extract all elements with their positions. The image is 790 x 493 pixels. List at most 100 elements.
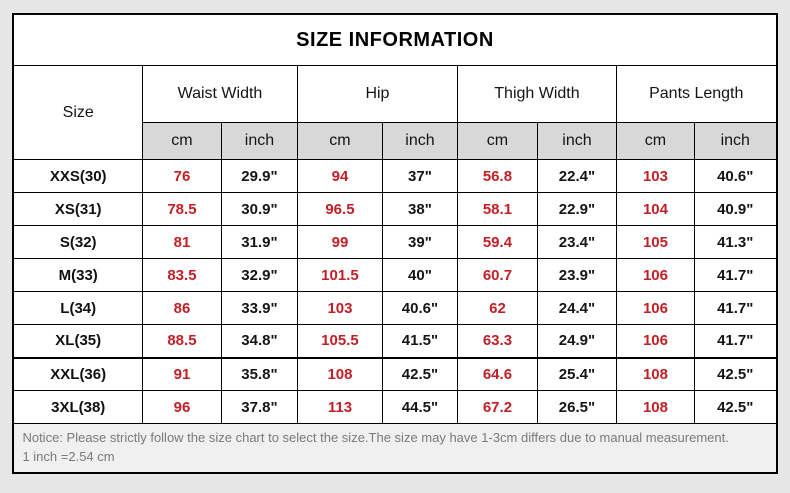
cell-thigh-cm: 67.2 bbox=[456, 390, 538, 424]
cell-pants-inch: 41.7" bbox=[693, 291, 778, 325]
cell-hip-cm: 108 bbox=[296, 357, 383, 391]
table-row: XXL(36) 91 35.8" 108 42.5" 64.6 25.4" 10… bbox=[12, 357, 778, 391]
cell-hip-cm: 96.5 bbox=[296, 192, 383, 226]
cell-pants-cm: 108 bbox=[615, 357, 695, 391]
cell-hip-cm: 99 bbox=[296, 225, 383, 259]
cell-thigh-inch: 25.4" bbox=[536, 357, 617, 391]
size-label: XL(35) bbox=[12, 324, 143, 359]
cell-waist-cm: 81 bbox=[141, 225, 222, 259]
size-chart-table: SIZE INFORMATION Size Waist Width Hip Th… bbox=[12, 13, 778, 474]
size-label: XXS(30) bbox=[12, 159, 143, 193]
cell-pants-cm: 106 bbox=[615, 258, 695, 292]
column-group-thigh-width: Thigh Width bbox=[456, 65, 617, 123]
cell-hip-cm: 113 bbox=[296, 390, 383, 424]
notice-cell: Notice: Please strictly follow the size … bbox=[12, 423, 778, 474]
unit-header-inch: inch bbox=[693, 122, 778, 160]
table-row: S(32) 81 31.9" 99 39" 59.4 23.4" 105 41.… bbox=[12, 225, 778, 259]
column-header-size: Size bbox=[12, 65, 143, 160]
size-label: XS(31) bbox=[12, 192, 143, 226]
cell-pants-cm: 106 bbox=[615, 324, 695, 359]
cell-thigh-inch: 22.9" bbox=[536, 192, 617, 226]
cell-thigh-cm: 62 bbox=[456, 291, 538, 325]
cell-hip-inch: 40" bbox=[381, 258, 458, 292]
cell-hip-inch: 37" bbox=[381, 159, 458, 193]
size-label: M(33) bbox=[12, 258, 143, 292]
cell-thigh-inch: 24.4" bbox=[536, 291, 617, 325]
cell-hip-inch: 40.6" bbox=[381, 291, 458, 325]
cell-thigh-cm: 59.4 bbox=[456, 225, 538, 259]
cell-thigh-cm: 63.3 bbox=[456, 324, 538, 359]
unit-header-cm: cm bbox=[296, 122, 383, 160]
unit-header-inch: inch bbox=[536, 122, 617, 160]
cell-hip-inch: 38" bbox=[381, 192, 458, 226]
table-row: M(33) 83.5 32.9" 101.5 40" 60.7 23.9" 10… bbox=[12, 258, 778, 292]
cell-thigh-cm: 60.7 bbox=[456, 258, 538, 292]
cell-pants-cm: 108 bbox=[615, 390, 695, 424]
cell-thigh-cm: 58.1 bbox=[456, 192, 538, 226]
cell-waist-cm: 96 bbox=[141, 390, 222, 424]
column-group-pants-length: Pants Length bbox=[615, 65, 778, 123]
cell-thigh-inch: 23.9" bbox=[536, 258, 617, 292]
cell-thigh-cm: 64.6 bbox=[456, 357, 538, 391]
cell-pants-inch: 41.7" bbox=[693, 324, 778, 359]
notice-row: Notice: Please strictly follow the size … bbox=[12, 423, 778, 474]
cell-waist-cm: 76 bbox=[141, 159, 222, 193]
cell-hip-cm: 94 bbox=[296, 159, 383, 193]
unit-header-cm: cm bbox=[141, 122, 222, 160]
cell-pants-inch: 41.3" bbox=[693, 225, 778, 259]
unit-header-inch: inch bbox=[220, 122, 298, 160]
cell-waist-inch: 33.9" bbox=[220, 291, 298, 325]
cell-pants-cm: 105 bbox=[615, 225, 695, 259]
table-row: XS(31) 78.5 30.9" 96.5 38" 58.1 22.9" 10… bbox=[12, 192, 778, 226]
conversion-note: 1 inch =2.54 cm bbox=[22, 449, 115, 464]
cell-pants-cm: 104 bbox=[615, 192, 695, 226]
cell-waist-cm: 78.5 bbox=[141, 192, 222, 226]
cell-hip-inch: 42.5" bbox=[381, 357, 458, 391]
cell-waist-cm: 88.5 bbox=[141, 324, 222, 359]
size-label: L(34) bbox=[12, 291, 143, 325]
cell-waist-inch: 35.8" bbox=[220, 357, 298, 391]
title-row: SIZE INFORMATION bbox=[12, 13, 778, 66]
unit-header-cm: cm bbox=[456, 122, 538, 160]
cell-thigh-inch: 26.5" bbox=[536, 390, 617, 424]
cell-waist-cm: 83.5 bbox=[141, 258, 222, 292]
cell-pants-cm: 103 bbox=[615, 159, 695, 193]
cell-pants-inch: 41.7" bbox=[693, 258, 778, 292]
cell-hip-cm: 101.5 bbox=[296, 258, 383, 292]
cell-hip-cm: 103 bbox=[296, 291, 383, 325]
cell-pants-inch: 42.5" bbox=[693, 390, 778, 424]
page-title: SIZE INFORMATION bbox=[12, 13, 778, 66]
cell-thigh-inch: 24.9" bbox=[536, 324, 617, 359]
column-group-waist-width: Waist Width bbox=[141, 65, 298, 123]
table-row: L(34) 86 33.9" 103 40.6" 62 24.4" 106 41… bbox=[12, 291, 778, 325]
cell-waist-inch: 31.9" bbox=[220, 225, 298, 259]
cell-pants-cm: 106 bbox=[615, 291, 695, 325]
table-row: 3XL(38) 96 37.8" 113 44.5" 67.2 26.5" 10… bbox=[12, 390, 778, 424]
notice-text: Notice: Please strictly follow the size … bbox=[22, 430, 729, 446]
cell-waist-inch: 32.9" bbox=[220, 258, 298, 292]
cell-thigh-inch: 22.4" bbox=[536, 159, 617, 193]
table-row: XXS(30) 76 29.9" 94 37" 56.8 22.4" 103 4… bbox=[12, 159, 778, 193]
cell-pants-inch: 42.5" bbox=[693, 357, 778, 391]
unit-header-cm: cm bbox=[615, 122, 695, 160]
cell-thigh-cm: 56.8 bbox=[456, 159, 538, 193]
cell-waist-cm: 86 bbox=[141, 291, 222, 325]
cell-hip-cm: 105.5 bbox=[296, 324, 383, 359]
unit-header-row: cm inch cm inch cm inch cm inch bbox=[13, 122, 778, 160]
cell-waist-inch: 30.9" bbox=[220, 192, 298, 226]
cell-waist-cm: 91 bbox=[141, 357, 222, 391]
cell-waist-inch: 34.8" bbox=[220, 324, 298, 359]
cell-hip-inch: 41.5" bbox=[381, 324, 458, 359]
unit-header-inch: inch bbox=[381, 122, 458, 160]
cell-waist-inch: 29.9" bbox=[220, 159, 298, 193]
size-label: XXL(36) bbox=[12, 357, 143, 391]
column-group-hip: Hip bbox=[296, 65, 458, 123]
cell-hip-inch: 39" bbox=[381, 225, 458, 259]
size-label: S(32) bbox=[12, 225, 143, 259]
table-row: XL(35) 88.5 34.8" 105.5 41.5" 63.3 24.9"… bbox=[12, 324, 778, 359]
cell-thigh-inch: 23.4" bbox=[536, 225, 617, 259]
size-label: 3XL(38) bbox=[12, 390, 143, 424]
cell-hip-inch: 44.5" bbox=[381, 390, 458, 424]
cell-pants-inch: 40.9" bbox=[693, 192, 778, 226]
cell-pants-inch: 40.6" bbox=[693, 159, 778, 193]
